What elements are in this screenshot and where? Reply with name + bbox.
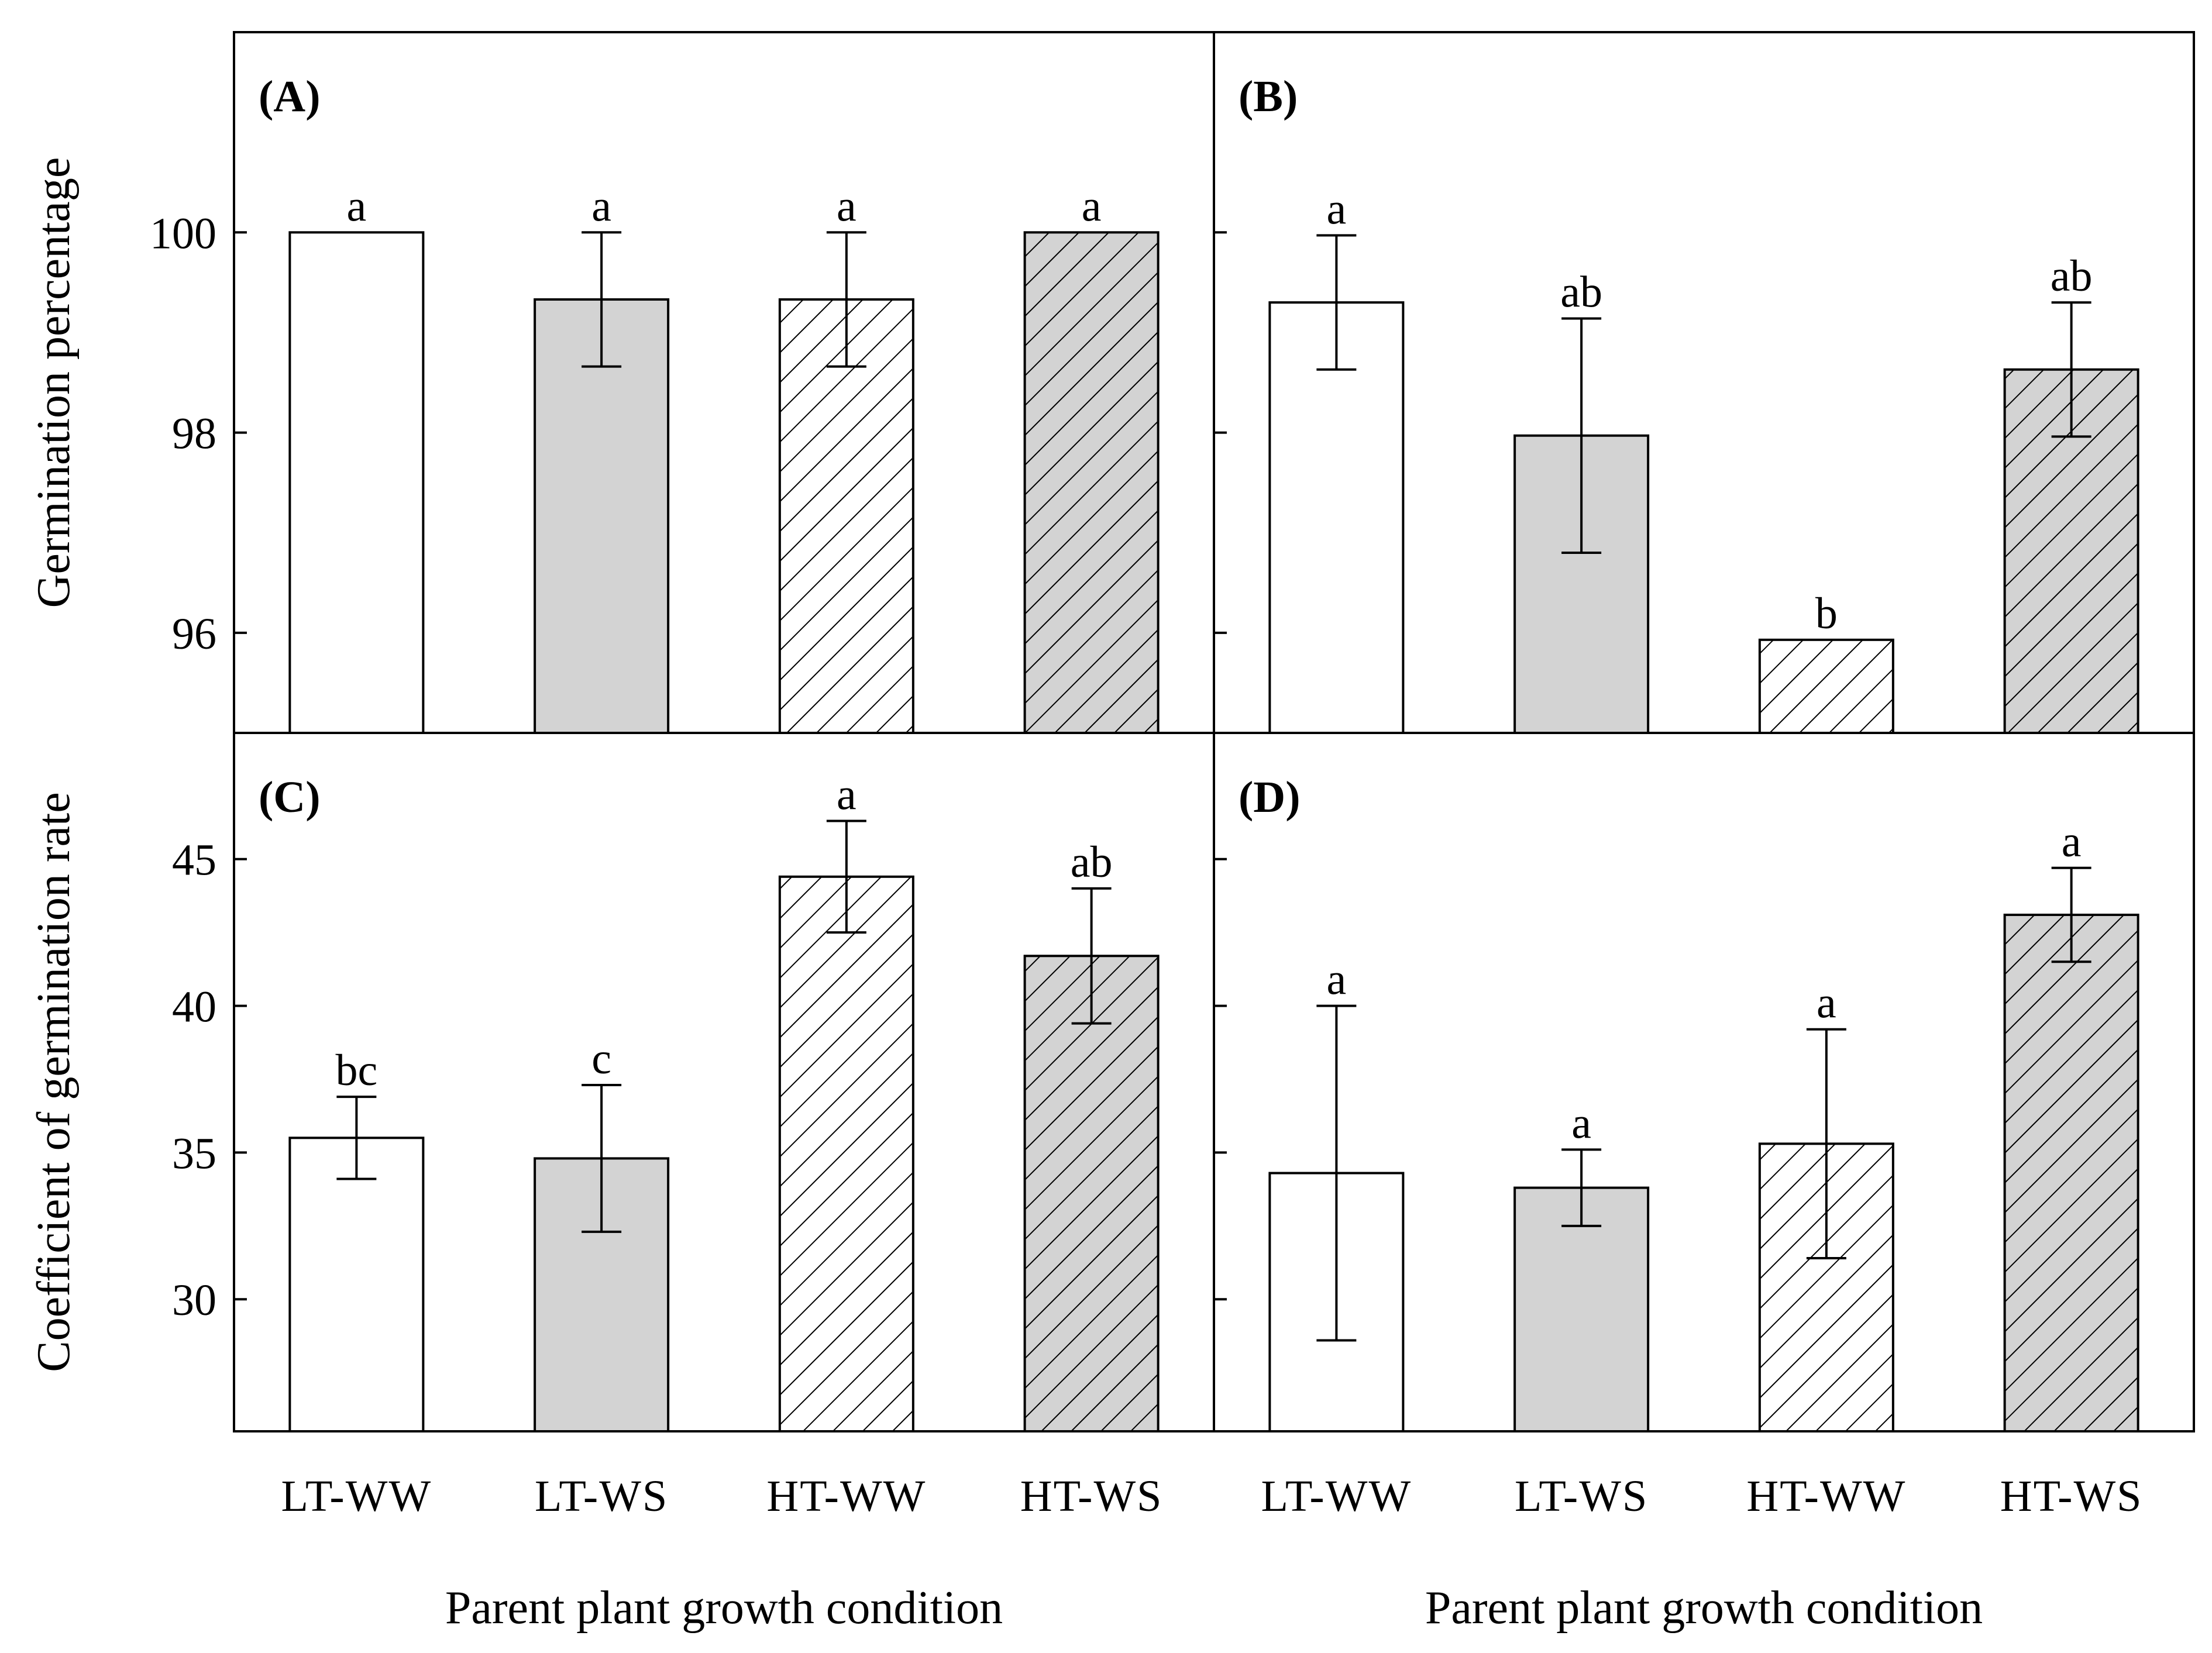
panel-c: 30 35 40 45 bc c a ab (C) <box>172 732 1215 1433</box>
significance-letter: a <box>1327 955 1347 1004</box>
bar-lt-ws <box>534 298 670 734</box>
x-category-label: LT-WS <box>535 1472 668 1521</box>
significance-letter: bc <box>336 1046 378 1095</box>
x-category-label: HT-WS <box>1020 1472 1163 1521</box>
significance-letter: a <box>347 181 367 230</box>
bar-lt-ww <box>1268 301 1405 734</box>
x-category-label: HT-WS <box>2000 1472 2143 1521</box>
bar-ht-ww <box>778 298 914 734</box>
bar-lt-ww <box>288 231 425 734</box>
x-category-label: LT-WW <box>1261 1472 1412 1521</box>
significance-letter: ab <box>1560 267 1602 316</box>
significance-letter: a <box>837 770 856 819</box>
bar-ht-ww <box>778 875 914 1432</box>
x-category-label: HT-WW <box>1746 1472 1906 1521</box>
panel-b: a ab b ab (B) <box>1213 31 2195 735</box>
bar-ht-ws <box>1023 955 1160 1433</box>
panel-label-d: (D) <box>1239 773 1301 822</box>
significance-letter: ab <box>2051 252 2093 301</box>
y-axis-title-bottom: Coefficient of germination rate <box>28 792 80 1372</box>
y-axis-title-top: Germination percentage <box>28 157 80 608</box>
y-tick-label: 30 <box>172 1276 216 1325</box>
bar-ht-ww <box>1758 638 1894 735</box>
significance-letter: a <box>1082 181 1102 230</box>
y-tick-label: 35 <box>172 1129 216 1178</box>
significance-letter: a <box>2062 817 2082 866</box>
significance-letter: ab <box>1071 838 1113 887</box>
x-category-label: LT-WS <box>1515 1472 1648 1521</box>
y-tick-label: 40 <box>172 983 216 1032</box>
significance-letter: a <box>837 181 856 230</box>
panel-label-a: (A) <box>259 72 321 121</box>
y-tick-label: 96 <box>172 609 216 659</box>
bar-lt-ww <box>288 1137 425 1432</box>
significance-letter: a <box>1571 1098 1591 1148</box>
y-tick-label: 98 <box>172 409 216 459</box>
significance-letter: c <box>591 1034 611 1083</box>
panel-frame <box>1213 732 2195 1432</box>
bar-ht-ws <box>1023 231 1160 734</box>
significance-letter: b <box>1815 589 1838 638</box>
y-tick-label: 45 <box>172 836 216 885</box>
x-axis-title: Parent plant growth condition <box>445 1582 1003 1634</box>
panel-label-c: (C) <box>259 773 321 822</box>
panel-a: 96 98 100 a a a a (A) <box>150 31 1215 734</box>
bar-ht-ws <box>2003 914 2139 1432</box>
x-category-label: LT-WW <box>281 1472 432 1521</box>
panel-label-b: (B) <box>1239 72 1298 121</box>
x-axis-title: Parent plant growth condition <box>1425 1582 1983 1634</box>
significance-letter: a <box>591 181 611 230</box>
significance-letter: a <box>1327 184 1347 233</box>
panel-d: a a a a (D) <box>1213 732 2195 1433</box>
x-category-label: HT-WW <box>766 1472 926 1521</box>
y-tick-label: 100 <box>150 209 216 258</box>
significance-letter: a <box>1817 979 1836 1028</box>
